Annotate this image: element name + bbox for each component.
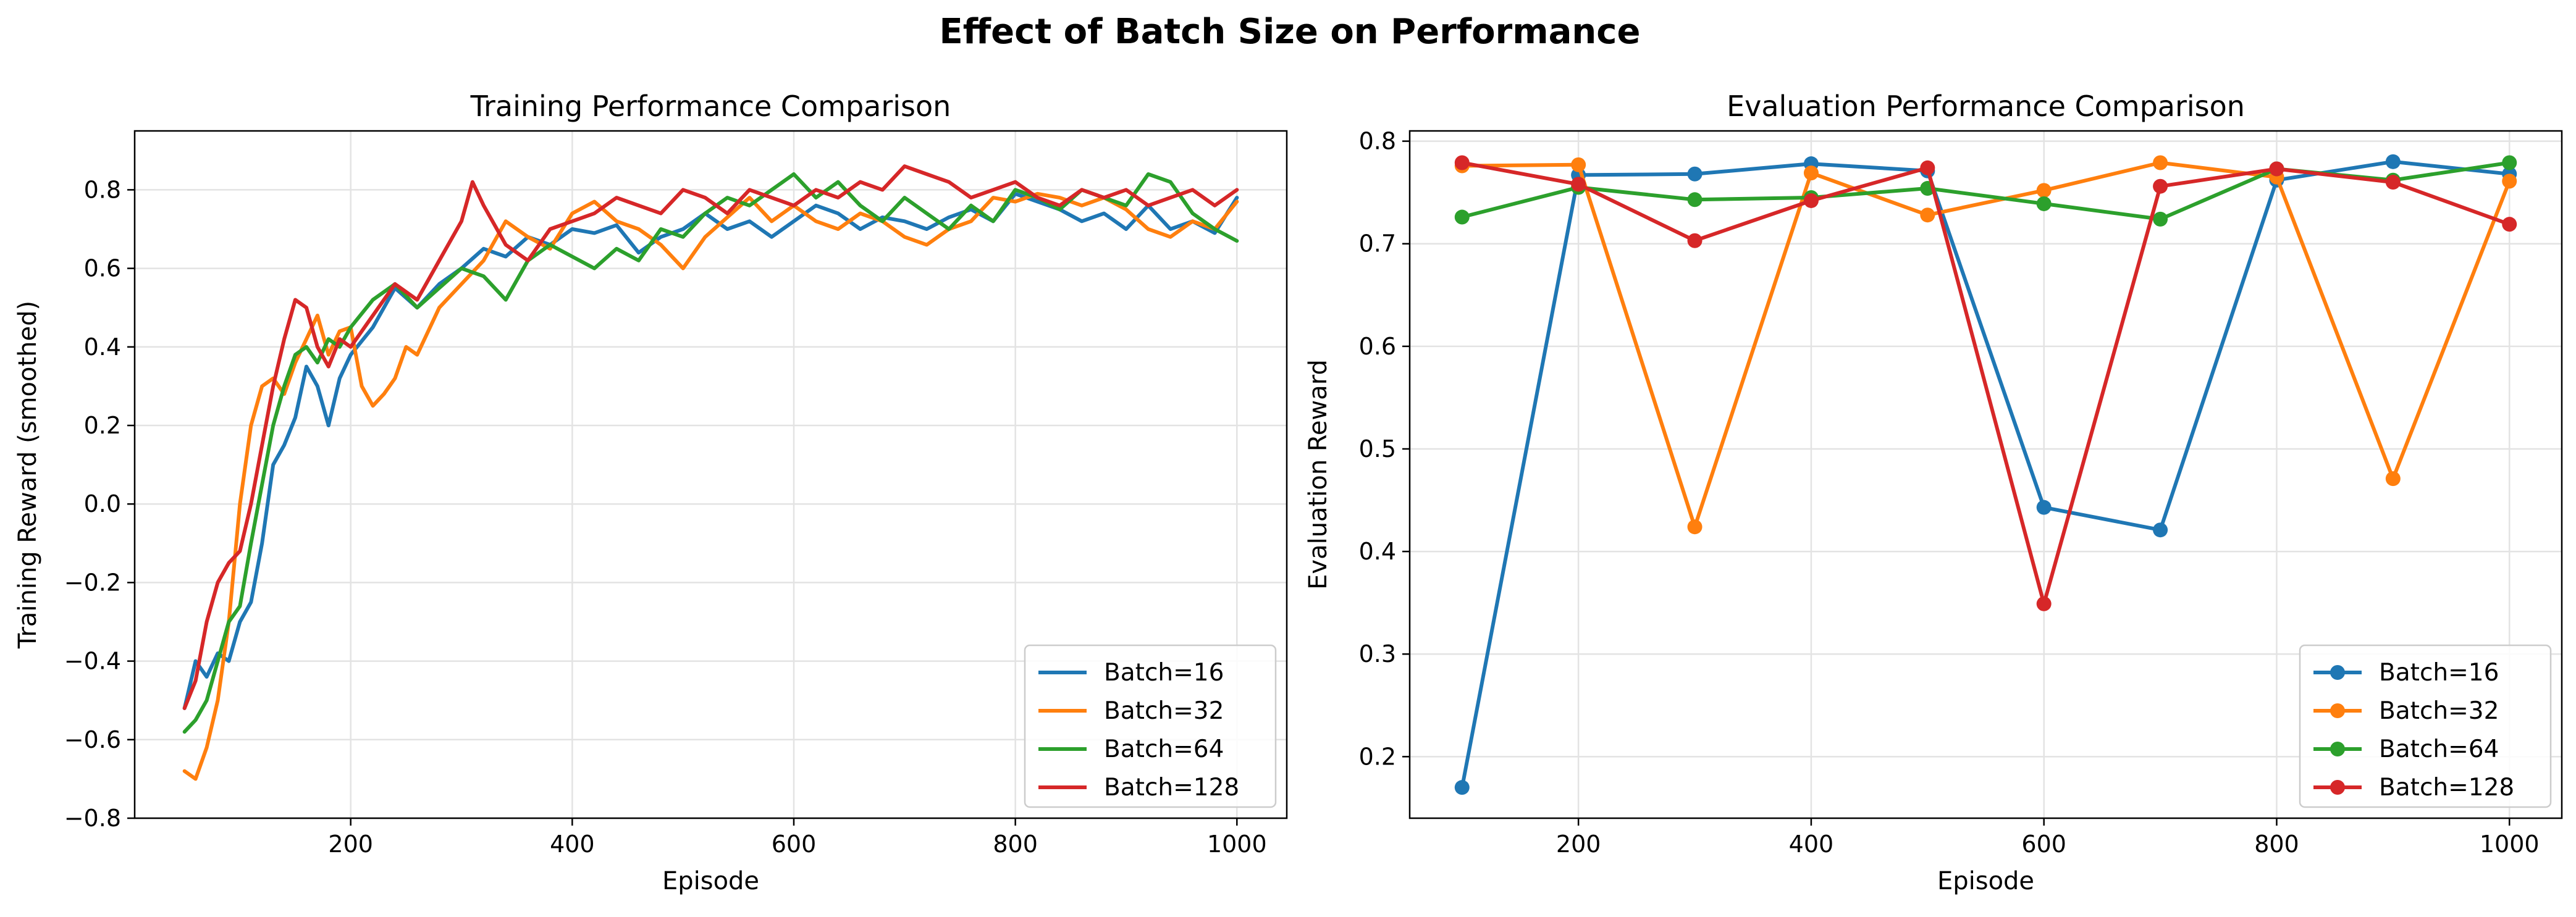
data-point: [2502, 174, 2517, 189]
data-point: [2153, 211, 2168, 227]
y-tick-label: 0.0: [84, 490, 121, 517]
data-point: [1454, 155, 1470, 170]
training-chart: 200 400 600 800 1000 −0.8 −0.6 −0.4 −0.2 0.0 0.2 0.…: [14, 90, 1288, 895]
data-point: [2385, 175, 2401, 190]
y-tick-label: 0.4: [84, 333, 121, 361]
y-tick-label: 0.5: [1359, 435, 1396, 463]
figure-title: Effect of Batch Size on Performance: [940, 12, 1641, 52]
data-point: [2036, 196, 2052, 211]
data-point: [1687, 519, 1703, 535]
data-point: [2036, 596, 2052, 611]
legend: Batch=16 Batch=32 Batch=64 Batch=128: [1024, 644, 1277, 808]
data-point: [2153, 155, 2168, 170]
legend-label: Batch=32: [2379, 697, 2499, 725]
series-line-batch-64: [1460, 161, 2512, 221]
data-point: [1571, 157, 1586, 172]
x-tick-label: 400: [1789, 831, 1834, 858]
x-tick-label: 600: [2021, 831, 2066, 858]
legend-marker: [2330, 665, 2345, 680]
series-line-batch-16: [1460, 159, 2512, 790]
legend-marker: [2330, 742, 2345, 756]
data-point: [1803, 165, 1819, 181]
data-point: [2502, 155, 2517, 170]
x-tick-label: 200: [1556, 831, 1601, 858]
data-point: [1454, 780, 1470, 795]
legend-label: Batch=32: [1104, 697, 1224, 725]
y-tick-label: 0.2: [1359, 743, 1396, 770]
series-line-batch-128: [1460, 161, 2512, 606]
x-tick-label: 600: [772, 831, 817, 858]
legend-marker: [2330, 780, 2345, 795]
data-point: [2502, 217, 2517, 232]
data-point: [2385, 471, 2401, 487]
data-point: [2036, 500, 2052, 515]
axes-frame: [1408, 130, 2563, 819]
data-point: [2036, 183, 2052, 198]
legend-marker: [2330, 703, 2345, 718]
legend-label: Batch=16: [1104, 659, 1224, 687]
legend-label: Batch=64: [1104, 735, 1224, 763]
y-axis-label: Evaluation Reward: [1304, 359, 1332, 590]
y-tick-label: −0.8: [64, 805, 121, 832]
data-point: [1571, 177, 1586, 192]
y-axis-label: Training Reward (smoothed): [14, 301, 42, 649]
x-tick-label: 1000: [1207, 831, 1267, 858]
legend-box: [1024, 644, 1277, 808]
series-line-batch-16: [182, 191, 1239, 710]
y-tick-label: 0.6: [84, 255, 121, 282]
data-point: [1454, 209, 1470, 225]
x-tick-label: 800: [993, 831, 1038, 858]
data-point: [2385, 154, 2401, 169]
x-tick-label: 800: [2254, 831, 2299, 858]
y-tick-label: 0.8: [84, 176, 121, 203]
series-line-batch-32: [182, 191, 1239, 781]
x-axis-label: Episode: [1937, 867, 2034, 895]
y-tick-label: −0.4: [64, 648, 121, 675]
x-tick-label: 1000: [2480, 831, 2540, 858]
data-point: [2153, 178, 2168, 194]
data-point: [1920, 160, 1935, 175]
data-point: [1920, 207, 1935, 223]
data-point: [1687, 166, 1703, 182]
legend: Batch=16 Batch=32 Batch=64 Batch=128: [2299, 644, 2552, 808]
y-tick-label: 0.7: [1359, 230, 1396, 258]
x-tick-label: 400: [550, 831, 595, 858]
legend-label: Batch=128: [2379, 774, 2514, 802]
chart-title: Training Performance Comparison: [470, 90, 951, 123]
data-point: [2269, 161, 2284, 177]
x-axis-label: Episode: [662, 867, 759, 895]
y-tick-label: 0.2: [84, 412, 121, 439]
y-tick-label: −0.2: [64, 569, 121, 596]
chart-title: Evaluation Performance Comparison: [1727, 90, 2245, 123]
series-line-batch-128: [182, 164, 1239, 710]
data-point: [2153, 522, 2168, 538]
legend-box: [2299, 644, 2552, 808]
data-point: [1687, 233, 1703, 248]
evaluation-chart: 200 400 600 800 1000 0.2 0.3 0.4 0.5 0.6 0.7 0.8 Eva…: [1304, 90, 2563, 895]
legend-label: Batch=64: [2379, 735, 2499, 763]
legend-label: Batch=128: [1104, 774, 1239, 802]
y-tick-label: 0.6: [1359, 333, 1396, 360]
legend-label: Batch=16: [2379, 659, 2499, 687]
axes-frame: [133, 130, 1288, 819]
y-tick-label: 0.3: [1359, 640, 1396, 668]
series-line-batch-32: [1460, 161, 2512, 529]
y-tick-label: 0.8: [1359, 128, 1396, 155]
y-tick-label: −0.6: [64, 726, 121, 753]
y-tick-label: 0.4: [1359, 538, 1396, 565]
data-point: [1803, 193, 1819, 208]
data-point: [1687, 192, 1703, 207]
x-tick-label: 200: [328, 831, 373, 858]
